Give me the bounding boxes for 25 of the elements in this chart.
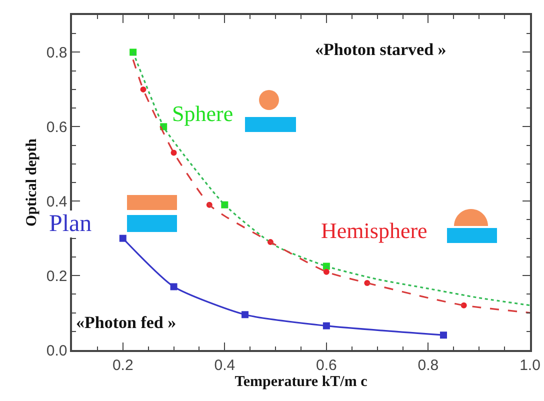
point	[119, 234, 126, 242]
point	[440, 332, 447, 339]
y-tick-label: 0.6	[46, 118, 68, 136]
series-label: Hemisphere	[321, 218, 428, 243]
y-tick-label: 0.4	[46, 193, 68, 210]
x-tick-label: 0.2	[112, 356, 134, 374]
point	[170, 150, 177, 156]
y-tick-label: 0.8	[46, 44, 68, 62]
x-tick-label: 1.0	[520, 356, 540, 374]
x-tick-label: 0.4	[214, 356, 236, 374]
x-axis-title: Temperature kT/m c	[234, 374, 368, 390]
x-tick-label: 0.6	[316, 356, 337, 374]
point	[322, 322, 330, 330]
point	[140, 86, 146, 92]
point	[170, 283, 178, 290]
y-axis-title: Optical depth	[24, 138, 40, 226]
annotation: «Photon starved »	[315, 40, 446, 59]
point	[323, 268, 330, 275]
annotation: «Photon fed »	[76, 313, 176, 332]
series-label: Plan	[49, 211, 92, 237]
series-label: Sphere	[172, 101, 234, 126]
y-tick-label: 0.0	[46, 342, 68, 360]
x-tick-label: 0.8	[418, 356, 439, 374]
y-tick-label: 0.2	[46, 268, 68, 285]
point	[242, 311, 249, 318]
